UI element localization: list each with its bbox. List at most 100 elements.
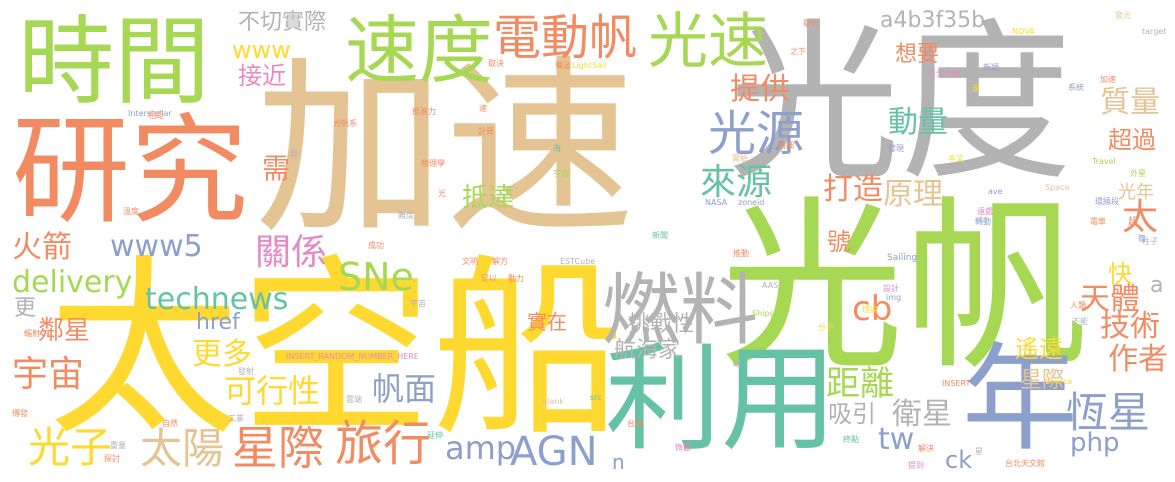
cloud-word: 文明 — [462, 257, 478, 266]
cloud-word: technews — [145, 282, 289, 317]
cloud-word: AAS — [762, 281, 779, 290]
cloud-word: 更多 — [192, 337, 252, 372]
cloud-word: AGN — [510, 429, 598, 475]
cloud-word: 旅行 — [335, 416, 432, 472]
cloud-word: 聲波 — [555, 61, 571, 70]
cloud-word: 航海家 — [614, 338, 681, 363]
cloud-word: Sailing — [887, 253, 918, 263]
cloud-word: 海 — [553, 144, 561, 153]
cloud-word: NOVA — [1012, 27, 1035, 36]
cloud-word: 不切實際 — [238, 10, 327, 35]
cloud-word: 取代 — [803, 19, 819, 28]
cloud-word: 宇宙 — [553, 169, 569, 178]
cloud-word: 可行性 — [224, 372, 321, 410]
cloud-word: NASA — [705, 198, 728, 207]
cloud-word: ave — [988, 187, 1003, 196]
cloud-word: 新聞 — [652, 231, 668, 240]
cloud-word: 台灣 — [627, 419, 643, 428]
cloud-word: 挑戰性 — [628, 312, 695, 337]
cloud-word: 發現 — [888, 144, 904, 153]
cloud-word: 柱子 — [1142, 237, 1158, 246]
cloud-word: SNe — [338, 255, 414, 299]
cloud-word: 太陽 — [140, 424, 225, 473]
cloud-word: 燃料 — [602, 266, 759, 356]
cloud-word: _blank — [538, 397, 564, 406]
cloud-word: 系統 — [1068, 83, 1084, 92]
cloud-word: 光度 — [728, 3, 1072, 204]
cloud-word: 遠 — [972, 84, 980, 93]
cloud-word: Space — [1045, 183, 1070, 192]
cloud-word: 動力 — [508, 274, 524, 283]
cloud-word: 物理學 — [421, 159, 445, 168]
cloud-word: 實在 — [527, 310, 567, 334]
cloud-word: 推動 — [733, 249, 749, 258]
cloud-word: 本文 — [948, 154, 964, 163]
cloud-word: Interstellar — [128, 109, 172, 118]
cloud-word: 計算 — [478, 127, 494, 136]
cloud-word: 研究 — [12, 102, 249, 240]
cloud-word: 超過 — [1108, 126, 1156, 154]
cloud-word: 發射 — [238, 367, 254, 376]
cloud-word: 星際 — [1020, 368, 1065, 393]
cloud-word: 關係 — [255, 232, 328, 273]
cloud-word: 之下 — [790, 47, 806, 56]
cloud-word: 遙遠 — [1015, 335, 1063, 363]
cloud-word: 延伸 — [427, 431, 443, 440]
cloud-word: www — [232, 36, 291, 64]
cloud-word: 抵達 — [462, 183, 515, 213]
cloud-word: 設計 — [883, 284, 899, 293]
cloud-word: 重量 — [110, 441, 126, 450]
cloud-word: 分子 — [818, 323, 834, 332]
cloud-word: 速度 — [345, 8, 493, 94]
cloud-word: 需 — [262, 152, 291, 185]
cloud-word: 發光 — [1115, 11, 1131, 20]
cloud-word: 轉動 — [975, 217, 991, 226]
cloud-word: ck — [945, 446, 973, 474]
cloud-word: www5 — [110, 229, 203, 264]
cloud-word: LightSail — [572, 61, 607, 70]
cloud-word: 距離 — [826, 364, 894, 404]
cloud-word: 光 — [438, 189, 446, 198]
cloud-word: n — [612, 450, 625, 474]
cloud-word: 光子 — [28, 423, 113, 472]
cloud-word: img — [886, 293, 902, 302]
cloud-word: php — [1070, 428, 1120, 458]
cloud-word: Source — [1045, 377, 1073, 386]
cloud-word: 探討 — [104, 454, 120, 463]
cloud-word: 能 — [733, 359, 741, 368]
cloud-word: Travel — [1092, 157, 1116, 166]
cloud-word: 電車 — [1090, 217, 1106, 226]
cloud-word: 環繞段 — [1095, 197, 1119, 206]
cloud-word: 時間 — [18, 6, 210, 118]
cloud-word: 加速 — [255, 39, 636, 260]
cloud-word: 火箭 — [12, 230, 72, 265]
cloud-word: 加速 — [1100, 75, 1116, 84]
cloud-word: INSERT_RANDOM_NUMBER_HERE — [286, 352, 419, 361]
cloud-word: 來源 — [700, 162, 773, 203]
cloud-word: 提供 — [730, 72, 790, 107]
cloud-word: 足以 — [481, 274, 497, 283]
cloud-word: tw — [878, 422, 915, 457]
cloud-word: 簡 — [1138, 234, 1146, 243]
cloud-word: 遠處 — [977, 207, 993, 216]
cloud-word: 百分之幾 — [928, 69, 960, 78]
cloud-word: 取決 — [488, 59, 504, 68]
cloud-word: cb — [852, 289, 893, 329]
cloud-word: a4b3f35b — [880, 8, 986, 33]
cloud-word: 外星 — [1130, 169, 1146, 178]
cloud-word: 溫度 — [123, 207, 139, 216]
cloud-word: 微觀 — [675, 443, 691, 452]
cloud-word: 推進力 — [412, 107, 436, 116]
cloud-word: 打造 — [823, 172, 883, 207]
cloud-word: 光帆系 — [333, 119, 357, 128]
cloud-word: 自然 — [162, 419, 178, 428]
cloud-word: 工業 — [228, 414, 244, 423]
cloud-word: 太 — [1122, 197, 1159, 238]
cloud-word: 星 — [975, 447, 983, 456]
cloud-word: 光帆 — [720, 181, 1089, 395]
cloud-word: 速 — [479, 104, 487, 113]
cloud-word: 解方 — [492, 257, 508, 266]
cloud-word: 技術 — [1100, 309, 1160, 344]
cloud-word: 動量 — [888, 105, 948, 140]
